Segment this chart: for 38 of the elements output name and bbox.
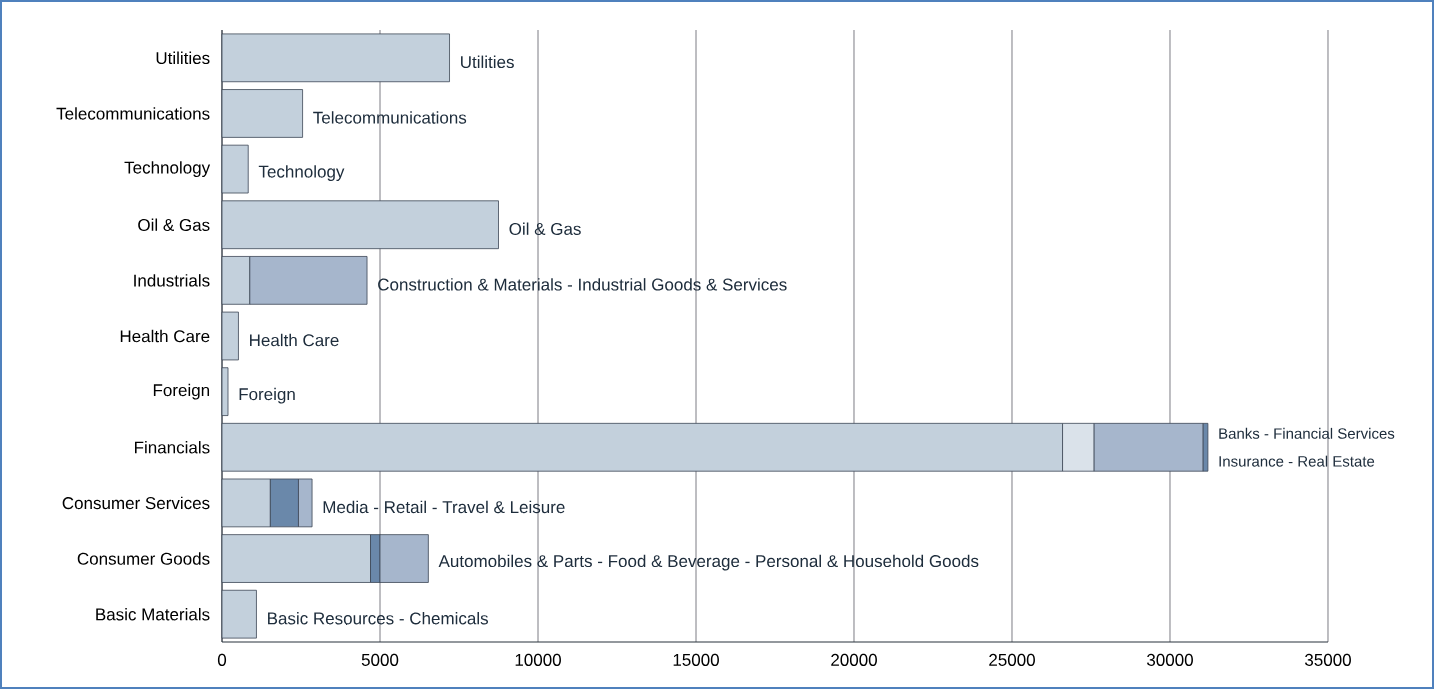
y-tick-label: Health Care bbox=[120, 329, 210, 343]
y-tick-label: Industrials bbox=[134, 274, 210, 287]
bar bbox=[221, 89, 303, 138]
bar bbox=[221, 33, 450, 83]
y-tick-label: Consumer Goods bbox=[77, 552, 210, 565]
y-tick-label: Utilities bbox=[156, 51, 210, 65]
y-tick-label: Basic Materials bbox=[96, 607, 210, 621]
x-tick-label: 10000 bbox=[515, 653, 561, 666]
y-tick-label: Technology bbox=[124, 161, 211, 178]
annotation: Foreign bbox=[239, 387, 295, 404]
annotation: Basic Resources - Chemicals bbox=[268, 611, 488, 625]
x-tick-label: 0 bbox=[217, 653, 227, 666]
x-tick-label: 35000 bbox=[1305, 653, 1351, 666]
bar bbox=[221, 144, 249, 194]
annotation: Technology bbox=[258, 165, 345, 182]
bar bbox=[221, 311, 239, 361]
bar bbox=[221, 200, 499, 250]
y-tick-label: Financials bbox=[135, 441, 210, 454]
annotation: Construction & Materials - Industrial Goods & Services bbox=[378, 278, 787, 291]
annotation: Insurance - Real Estate bbox=[1219, 455, 1375, 467]
x-tick-label: 15000 bbox=[673, 653, 719, 666]
annotation: Telecommunications bbox=[313, 111, 467, 124]
annotation: Media - Retail - Travel & Leisure bbox=[323, 500, 565, 514]
x-tick-label: 30000 bbox=[1147, 653, 1193, 666]
annotation: Automobiles & Parts - Food & Beverage - Personal & Household Goods bbox=[438, 554, 979, 571]
y-tick-label: Consumer Services bbox=[62, 496, 210, 510]
x-tick-label: 25000 bbox=[989, 653, 1035, 666]
annotation: Utilities bbox=[461, 55, 514, 69]
bar bbox=[221, 589, 257, 639]
y-tick-label: Foreign bbox=[153, 383, 210, 400]
annotation: Banks - Financial Services bbox=[1219, 427, 1395, 439]
x-tick-label: 5000 bbox=[361, 653, 399, 666]
x-tick-label: 20000 bbox=[831, 653, 877, 666]
y-tick-label: Telecommunications bbox=[56, 107, 210, 120]
annotation: Oil & Gas bbox=[509, 222, 581, 235]
bar bbox=[221, 367, 229, 416]
y-tick-label: Oil & Gas bbox=[138, 218, 210, 231]
annotation: Health Care bbox=[250, 333, 339, 347]
